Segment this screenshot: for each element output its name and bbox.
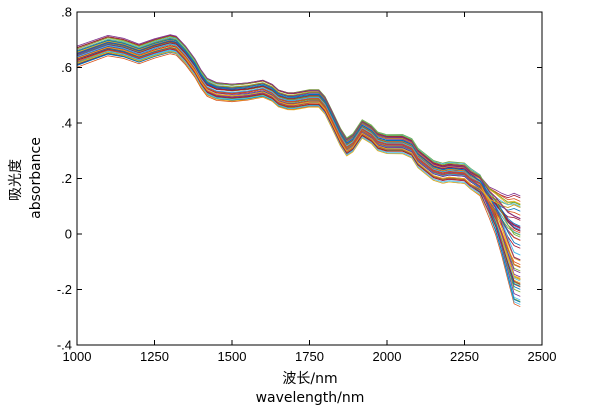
- spectrum-line: [76, 45, 521, 228]
- spectrum-line: [76, 43, 521, 207]
- spectrum-line: [76, 46, 521, 208]
- spectrum-line: [76, 49, 521, 236]
- spectrum-line: [76, 49, 521, 305]
- spectrum-line: [76, 41, 521, 236]
- spectrum-line: [76, 35, 521, 256]
- axis-ticks: [76, 11, 543, 346]
- spectrum-line: [76, 40, 521, 261]
- spectrum-line: [76, 43, 521, 274]
- spectrum-line: [76, 36, 521, 238]
- spectrum-line: [76, 37, 521, 261]
- spectrum-line: [76, 39, 521, 202]
- spectrum-line: [76, 44, 521, 231]
- spectrum-line: [76, 36, 521, 286]
- spectrum-line: [76, 45, 521, 216]
- spectrum-line: [76, 41, 521, 272]
- spectra-lines: [76, 34, 521, 308]
- spectrum-line: [76, 47, 521, 268]
- y-tick-label: .4: [61, 116, 72, 131]
- spectrum-line: [76, 40, 521, 227]
- spectrum-line: [76, 38, 521, 246]
- x-tick-label: 2250: [450, 349, 479, 364]
- spectrum-line: [76, 40, 521, 229]
- spectrum-line: [76, 47, 521, 234]
- spectrum-line: [76, 50, 521, 302]
- spectrum-line: [76, 41, 521, 262]
- spectrum-line: [76, 38, 521, 268]
- x-tick-label: 1000: [63, 349, 92, 364]
- spectrum-line: [76, 41, 521, 228]
- spectrum-line: [76, 34, 521, 220]
- spectrum-line: [76, 47, 521, 208]
- spectrum-line: [76, 35, 521, 219]
- spectrum-line: [76, 37, 521, 278]
- x-tick-label: 2000: [373, 349, 402, 364]
- spectrum-line: [76, 39, 521, 284]
- spectrum-line: [76, 48, 521, 285]
- spectrum-line: [76, 41, 521, 279]
- spectrum-line: [76, 49, 521, 282]
- y-tick-label: .2: [61, 171, 72, 186]
- spectrum-line: [76, 45, 521, 241]
- x-tick-label: 2500: [528, 349, 557, 364]
- spectrum-line: [76, 50, 521, 268]
- spectrum-line: [76, 51, 521, 249]
- y-tick-label: -.4: [57, 338, 72, 353]
- spectrum-line: [76, 53, 521, 241]
- spectrum-line: [76, 48, 521, 265]
- x-axis-label-en: wavelength/nm: [256, 390, 365, 406]
- spectrum-line: [76, 51, 521, 212]
- y-axis-label-cn: 吸光度: [8, 159, 24, 201]
- x-tick-label: 1750: [295, 349, 324, 364]
- y-tick-label: .8: [61, 5, 72, 20]
- x-axis-label-cn: 波长/nm: [282, 371, 337, 387]
- x-tick-label: 1250: [140, 349, 169, 364]
- spectrum-line: [76, 46, 521, 221]
- spectrum-line: [76, 35, 521, 232]
- spectrum-line: [76, 51, 521, 303]
- x-tick-label: 1500: [218, 349, 247, 364]
- spectrum-line: [76, 40, 521, 232]
- y-tick-label: 0: [65, 227, 72, 242]
- tick-labels: 1000 1250 1500 1750 2000 2250 2500 -.4 -.2 0 .2 .4.…: [57, 5, 557, 365]
- spectrum-line: [76, 37, 521, 256]
- y-axis-label-en: absorbance: [28, 137, 44, 219]
- spectrum-line: [76, 51, 521, 280]
- y-tick-label: -.2: [57, 282, 72, 297]
- y-tick-label: .6: [61, 60, 72, 75]
